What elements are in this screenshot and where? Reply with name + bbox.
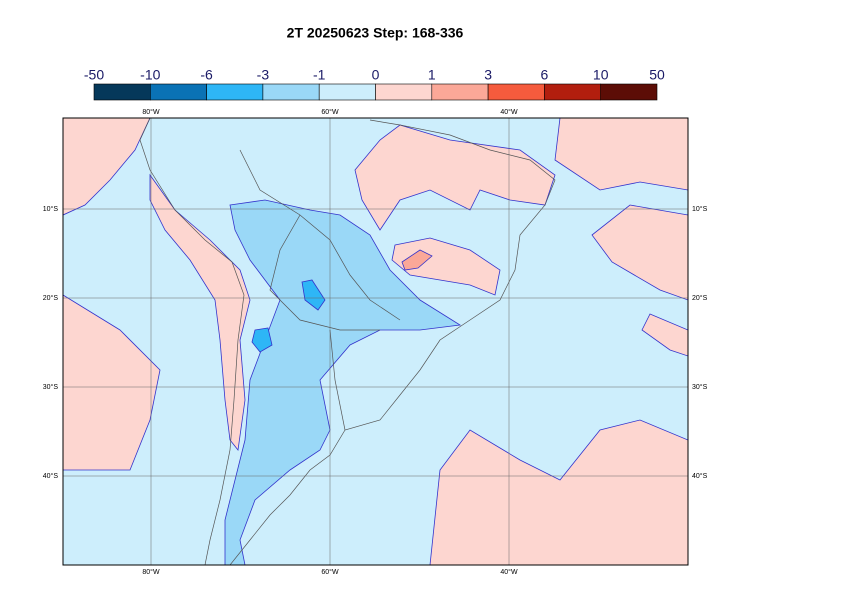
colorbar-box xyxy=(206,83,264,101)
lon-label: 60°W xyxy=(321,568,339,576)
colorbar-box xyxy=(262,83,320,101)
colorbar-label: -3 xyxy=(257,67,270,83)
colorbar-label: -1 xyxy=(313,67,326,83)
colorbar-label: 1 xyxy=(428,67,436,83)
colorbar-label: -10 xyxy=(140,67,160,83)
colorbar-box xyxy=(93,83,151,101)
colorbar-box xyxy=(431,83,489,101)
colorbar-label: -50 xyxy=(84,67,104,83)
colorbar-box xyxy=(600,83,658,101)
lat-label: 10°S xyxy=(692,205,708,213)
lon-label: 60°W xyxy=(321,108,339,116)
colorbar-label: -6 xyxy=(200,67,213,83)
lat-label: 30°S xyxy=(43,383,59,391)
colorbar-label: 6 xyxy=(541,67,549,83)
colorbar-box xyxy=(544,83,602,101)
map-frame xyxy=(62,117,689,566)
lat-label: 40°S xyxy=(692,472,708,480)
lon-label: 80°W xyxy=(142,568,160,576)
lat-label: 20°S xyxy=(43,294,59,302)
colorbar-label: 10 xyxy=(593,67,609,83)
lat-label: 40°S xyxy=(43,472,59,480)
colorbar-box xyxy=(487,83,545,101)
colorbar-box xyxy=(150,83,207,101)
lon-label: 40°W xyxy=(500,108,518,116)
lon-label: 40°W xyxy=(500,568,518,576)
lat-label: 10°S xyxy=(43,205,59,213)
lon-label: 80°W xyxy=(142,108,160,116)
lat-label: 20°S xyxy=(692,294,708,302)
map-field xyxy=(63,118,688,565)
graticule: 80°W 80°W 60°W 60°W 40°W 40°W 10°S 10°S 20°S 20°S… xyxy=(43,108,708,576)
lat-label: 30°S xyxy=(692,383,708,391)
colorbar-label: 0 xyxy=(372,67,380,83)
colorbar-box xyxy=(318,83,376,101)
colorbar-box xyxy=(375,83,433,101)
colorbar-label: 3 xyxy=(484,67,492,83)
title: 2T 20250623 Step: 168-336 xyxy=(287,25,464,41)
colorbar: -50 -10 -6 -3 -1 0 1 3 6 10 50 xyxy=(84,67,665,101)
colorbar-label: 50 xyxy=(649,67,665,83)
